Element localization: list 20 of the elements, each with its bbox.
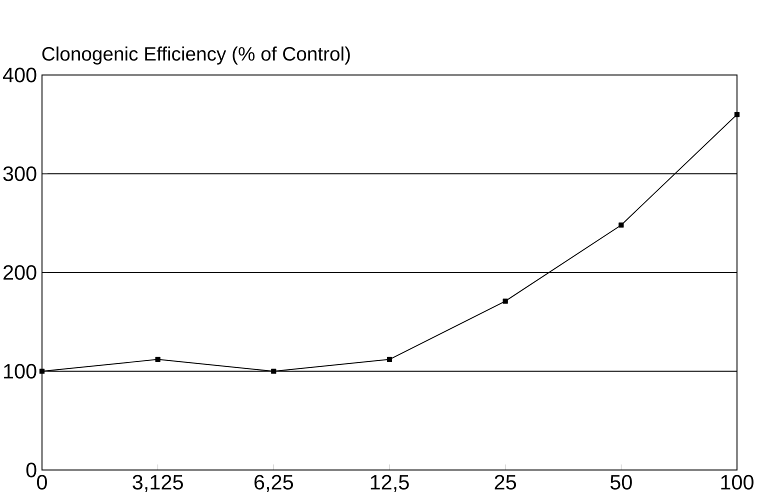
x-tick-label: 0	[37, 474, 47, 490]
x-tick-label: 3,125	[132, 474, 183, 492]
point	[618, 222, 624, 228]
y-tick-label: 300	[3, 166, 36, 182]
x-tick-label: 25	[494, 474, 516, 490]
x-tick-label: 12,5	[370, 474, 409, 492]
y-axis-title: Clonogenic Efficiency (% of Control)	[42, 46, 350, 65]
x-tick-label: 50	[610, 474, 632, 490]
point	[734, 112, 740, 118]
point	[39, 368, 45, 374]
y-tick-label: 400	[2, 68, 36, 82]
point	[502, 298, 508, 304]
point	[386, 356, 392, 362]
y-tick-label: 0	[26, 462, 36, 478]
y-tick-label: 200	[4, 265, 36, 280]
y-tick-label: 100	[4, 364, 36, 379]
x-tick-label: 6,25	[254, 474, 293, 492]
point	[271, 368, 276, 374]
point	[155, 356, 160, 362]
x-tick-label: 100	[721, 474, 754, 490]
